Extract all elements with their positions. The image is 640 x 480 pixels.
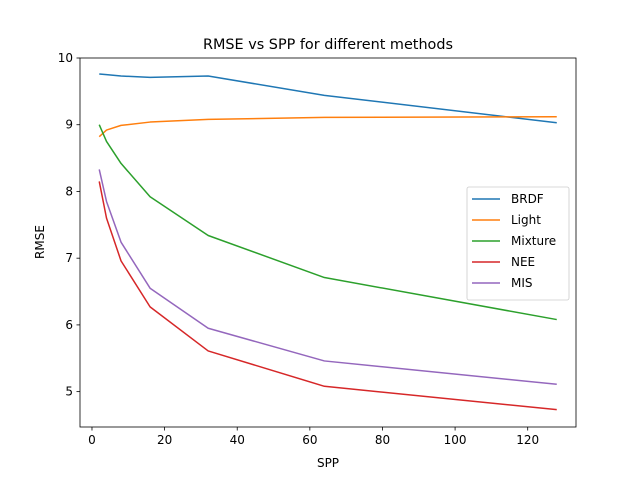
y-axis-label: RMSE bbox=[33, 225, 47, 259]
x-tick-label: 60 bbox=[302, 433, 317, 447]
y-tick-label: 10 bbox=[58, 51, 73, 65]
x-axis-label: SPP bbox=[317, 456, 339, 470]
series-line-nee bbox=[98, 181, 557, 411]
y-tick-label: 9 bbox=[65, 118, 73, 132]
y-tick-label: 8 bbox=[65, 184, 73, 198]
x-axis: 0 20 40 60 80 100 120 bbox=[88, 427, 539, 447]
x-tick-label: 120 bbox=[516, 433, 539, 447]
x-tick-label: 100 bbox=[444, 433, 467, 447]
y-tick-label: 5 bbox=[65, 385, 73, 399]
series-line-mis bbox=[98, 169, 557, 386]
legend-label-nee: NEE bbox=[511, 255, 535, 269]
legend-box bbox=[466, 186, 570, 301]
series-line-brdf bbox=[99, 73, 557, 124]
y-tick-label: 7 bbox=[65, 251, 73, 265]
legend-label-brdf: BRDF bbox=[511, 192, 544, 206]
x-tick-label: 20 bbox=[157, 433, 172, 447]
series-line-mixture bbox=[98, 124, 557, 321]
legend-label-mixture: Mixture bbox=[511, 234, 556, 248]
x-tick-label: 40 bbox=[230, 433, 245, 447]
legend-label-light: Light bbox=[511, 213, 541, 227]
y-axis: 5 6 7 8 9 10 bbox=[58, 51, 80, 399]
legend-label-mis: MIS bbox=[511, 276, 533, 290]
plot-area bbox=[79, 57, 577, 428]
series-line-light bbox=[98, 115, 557, 138]
legend: BRDF Light Mixture NEE MIS bbox=[466, 186, 570, 301]
chart-title: RMSE vs SPP for different methods bbox=[203, 37, 453, 53]
y-tick-label: 6 bbox=[65, 318, 73, 332]
x-tick-label: 80 bbox=[375, 433, 390, 447]
axes-frame bbox=[79, 57, 577, 428]
x-tick-label: 0 bbox=[88, 433, 96, 447]
